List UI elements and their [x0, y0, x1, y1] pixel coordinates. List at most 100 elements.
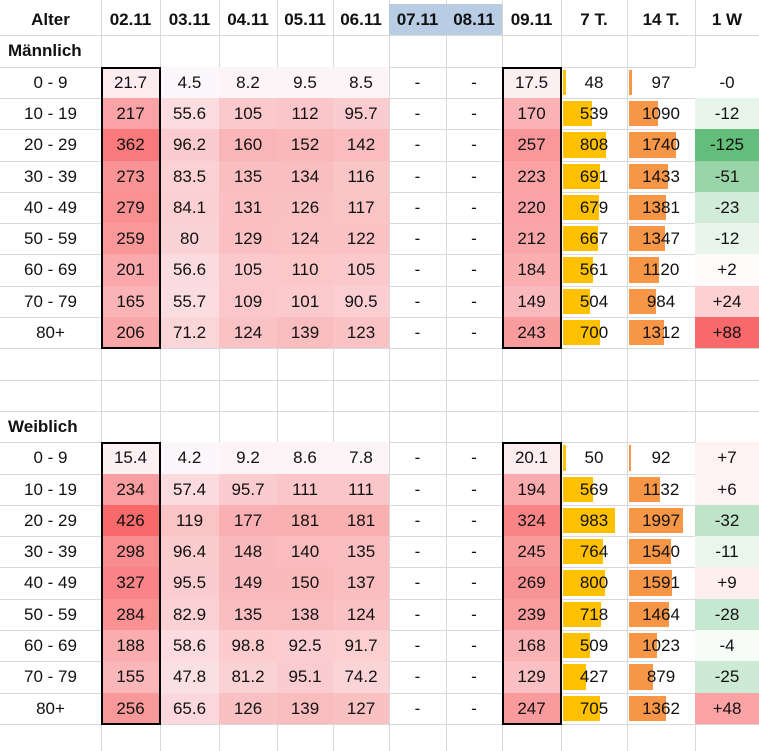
day-value-value: 324 [517, 510, 546, 530]
fourteen-day-value-value: 1090 [642, 103, 680, 123]
day-value: 58.6 [160, 630, 219, 661]
day-value: 96.4 [160, 536, 219, 567]
day-value: 135 [219, 161, 277, 192]
day-value: 95.5 [160, 567, 219, 599]
seven-day-bar [563, 195, 599, 220]
day-value: - [389, 254, 446, 286]
fourteen-day-bar [629, 477, 660, 502]
seven-day-value: 718 [561, 599, 627, 630]
age-label: 70 - 79 [0, 661, 101, 693]
day-value-value: 177 [233, 510, 263, 530]
fourteen-day-value: 92 [627, 442, 695, 474]
age-label-value: 10 - 19 [24, 103, 77, 123]
seven-day-bar [563, 320, 601, 345]
seven-day-value: 705 [561, 693, 627, 724]
week-diff-value: +88 [695, 317, 759, 348]
day-value-value: 269 [517, 573, 546, 592]
fourteen-day-value-value: 879 [646, 667, 676, 686]
fourteen-day-bar [629, 289, 656, 314]
seven-day-value-value: 504 [579, 291, 609, 311]
day-value-value: 426 [116, 510, 145, 530]
column-header: 08.11 [446, 4, 502, 35]
day-value: 55.7 [160, 286, 219, 317]
day-value-value: 96.2 [172, 135, 207, 154]
day-value-value: 284 [116, 604, 145, 624]
fourteen-day-value: 1090 [627, 98, 695, 129]
day-value-value: 112 [291, 103, 319, 123]
day-value: 91.7 [333, 630, 389, 661]
day-value-value: 65.6 [172, 698, 207, 718]
seven-day-value-value: 48 [584, 72, 604, 92]
age-label-value: 50 - 59 [24, 604, 77, 624]
day-value: 155 [101, 661, 160, 693]
day-value: 111 [277, 474, 333, 505]
section-title-value: Weiblich [8, 416, 78, 436]
day-value-value: 165 [116, 291, 145, 311]
age-label-value: 60 - 69 [24, 635, 77, 655]
day-value-value: 168 [517, 635, 546, 655]
day-value-value: 149 [517, 291, 546, 311]
day-value-value: 95.5 [172, 573, 207, 592]
seven-day-value: 539 [561, 98, 627, 129]
age-label: 50 - 59 [0, 599, 101, 630]
column-header: 7 T. [561, 4, 627, 35]
day-value-value: 74.2 [344, 667, 378, 686]
day-value: 142 [333, 129, 389, 161]
day-value-value: - [471, 541, 477, 561]
day-value-value: 184 [517, 260, 546, 279]
day-value: 194 [502, 474, 561, 505]
day-value: 101 [277, 286, 333, 317]
column-header-value: 02.11 [109, 9, 152, 29]
day-value-value: 155 [116, 667, 145, 686]
day-value: 201 [101, 254, 160, 286]
day-value-value: - [414, 135, 421, 154]
fourteen-day-value: 1132 [627, 474, 695, 505]
fourteen-day-value-value: 97 [651, 72, 671, 92]
day-value: 148 [219, 536, 277, 567]
day-value: - [446, 317, 502, 348]
age-label: 40 - 49 [0, 567, 101, 599]
seven-day-value-value: 691 [579, 166, 609, 186]
day-value-value: 212 [517, 228, 546, 248]
day-value: 234 [101, 474, 160, 505]
day-value: 74.2 [333, 661, 389, 693]
week-diff-value: -0 [695, 67, 759, 98]
seven-day-value-value: 569 [579, 479, 609, 499]
day-value: 137 [333, 567, 389, 599]
day-value-value: 95.7 [344, 103, 378, 123]
section-title: Weiblich [0, 411, 101, 442]
fourteen-day-bar [629, 664, 653, 690]
day-value: 21.7 [101, 67, 160, 98]
day-value-value: - [414, 228, 421, 248]
day-value: 284 [101, 599, 160, 630]
day-value: - [389, 192, 446, 223]
week-diff-value-value: +7 [717, 448, 737, 467]
age-label: 10 - 19 [0, 474, 101, 505]
fourteen-day-value: 1120 [627, 254, 695, 286]
day-value-value: 96.4 [172, 541, 207, 561]
day-value-value: - [414, 291, 421, 311]
fourteen-day-bar [629, 602, 669, 627]
seven-day-value: 509 [561, 630, 627, 661]
fourteen-day-value-value: 1464 [642, 604, 680, 624]
day-value: 7.8 [333, 442, 389, 474]
day-value: - [389, 129, 446, 161]
day-value-value: - [414, 573, 421, 592]
day-value: 279 [101, 192, 160, 223]
day-value-value: 160 [233, 135, 263, 154]
day-value: 126 [219, 693, 277, 724]
day-value-value: 124 [290, 228, 320, 248]
day-value-value: 9.5 [293, 72, 317, 92]
fourteen-day-value: 1312 [627, 317, 695, 348]
column-header-value: 03.11 [168, 9, 211, 29]
day-value-value: 150 [290, 573, 320, 592]
fourteen-day-value: 1362 [627, 693, 695, 724]
seven-day-bar [563, 633, 590, 658]
age-label-value: 40 - 49 [24, 573, 77, 592]
day-value: - [446, 129, 502, 161]
day-value-value: - [471, 479, 477, 499]
day-value: - [446, 567, 502, 599]
day-value-value: - [414, 72, 421, 92]
day-value-value: 256 [116, 698, 145, 718]
day-value-value: 137 [346, 573, 376, 592]
